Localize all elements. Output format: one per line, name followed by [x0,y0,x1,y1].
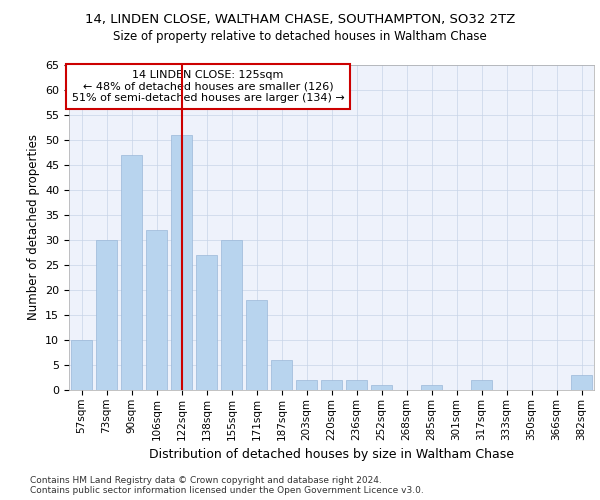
Bar [246,300,267,390]
Bar [221,240,242,390]
Bar [571,375,592,390]
Bar [196,255,217,390]
Bar [471,380,492,390]
Bar [421,385,442,390]
Bar [146,230,167,390]
Text: 14, LINDEN CLOSE, WALTHAM CHASE, SOUTHAMPTON, SO32 2TZ: 14, LINDEN CLOSE, WALTHAM CHASE, SOUTHAM… [85,12,515,26]
X-axis label: Distribution of detached houses by size in Waltham Chase: Distribution of detached houses by size … [149,448,514,461]
Text: Size of property relative to detached houses in Waltham Chase: Size of property relative to detached ho… [113,30,487,43]
Y-axis label: Number of detached properties: Number of detached properties [26,134,40,320]
Text: Contains HM Land Registry data © Crown copyright and database right 2024.: Contains HM Land Registry data © Crown c… [30,476,382,485]
Bar [321,380,342,390]
Text: 14 LINDEN CLOSE: 125sqm
← 48% of detached houses are smaller (126)
51% of semi-d: 14 LINDEN CLOSE: 125sqm ← 48% of detache… [72,70,344,103]
Bar [121,155,142,390]
Bar [271,360,292,390]
Bar [371,385,392,390]
Bar [71,340,92,390]
Text: Contains public sector information licensed under the Open Government Licence v3: Contains public sector information licen… [30,486,424,495]
Bar [346,380,367,390]
Bar [296,380,317,390]
Bar [96,240,117,390]
Bar [171,135,192,390]
